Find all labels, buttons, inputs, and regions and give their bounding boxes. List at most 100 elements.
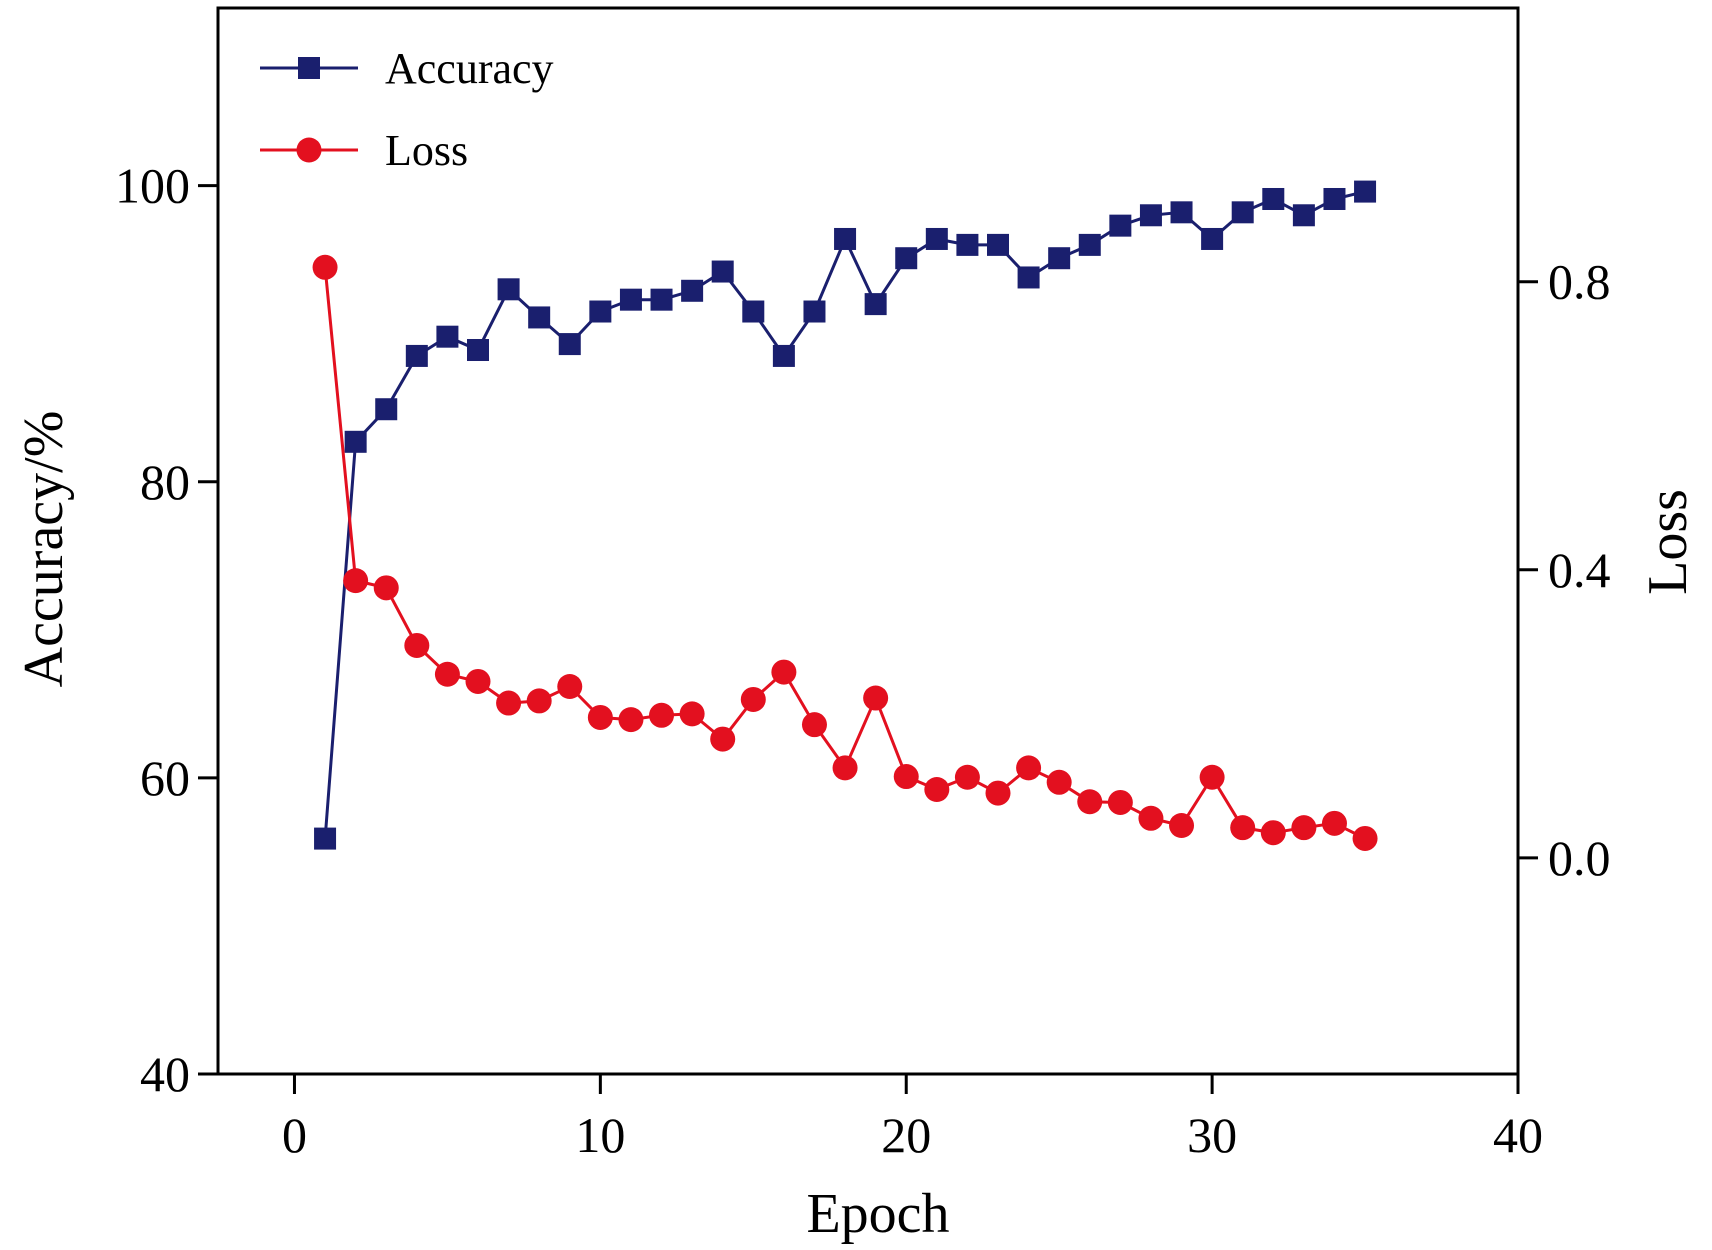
loss-point bbox=[1077, 789, 1103, 815]
loss-point bbox=[679, 701, 705, 727]
loss-point bbox=[1321, 810, 1347, 836]
accuracy-point bbox=[1170, 201, 1193, 224]
loss-point bbox=[954, 764, 980, 790]
accuracy-point bbox=[558, 333, 581, 356]
x-tick-label: 10 bbox=[575, 1107, 625, 1163]
axes: 0 10 20 30 40 40 60 80 100 0.0 0.4 0.8 bbox=[115, 158, 1611, 1163]
accuracy-point bbox=[895, 247, 918, 270]
legend-circle-marker bbox=[296, 137, 322, 163]
y-right-tick-label: 0.4 bbox=[1548, 542, 1611, 598]
y-left-tick-label: 40 bbox=[140, 1046, 190, 1102]
accuracy-point bbox=[1231, 201, 1254, 224]
accuracy-point bbox=[1017, 266, 1040, 289]
legend-item-loss: Loss bbox=[260, 126, 468, 175]
loss-point bbox=[1260, 820, 1286, 846]
loss-point bbox=[985, 780, 1011, 806]
accuracy-point bbox=[956, 233, 979, 256]
loss-point bbox=[1291, 815, 1317, 841]
loss-point bbox=[740, 686, 766, 712]
accuracy-point bbox=[834, 227, 857, 250]
legend-item-accuracy: Accuracy bbox=[260, 44, 554, 93]
accuracy-point bbox=[344, 430, 367, 453]
accuracy-point bbox=[405, 344, 428, 367]
loss-point bbox=[434, 661, 460, 687]
loss-point bbox=[526, 688, 552, 714]
accuracy-point bbox=[467, 339, 489, 362]
loss-point bbox=[404, 632, 430, 658]
loss-point bbox=[1016, 755, 1042, 781]
accuracy-point bbox=[1201, 227, 1224, 250]
accuracy-point bbox=[864, 293, 887, 316]
accuracy-point bbox=[1354, 180, 1377, 203]
loss-point bbox=[1352, 825, 1378, 851]
accuracy-line bbox=[323, 190, 1366, 839]
y-left-tick-label: 100 bbox=[115, 158, 190, 214]
accuracy-point bbox=[1139, 204, 1162, 227]
y-right-tick-label: 0.8 bbox=[1548, 254, 1611, 310]
accuracy-point bbox=[497, 278, 520, 301]
loss-point bbox=[1107, 789, 1133, 815]
loss-point bbox=[771, 659, 797, 685]
loss-point bbox=[312, 254, 338, 280]
x-axis-title: Epoch bbox=[806, 1183, 949, 1245]
accuracy-point bbox=[925, 227, 948, 250]
y-right-tick-label: 0.0 bbox=[1548, 830, 1611, 886]
legend-label: Accuracy bbox=[385, 44, 554, 93]
accuracy-point bbox=[772, 344, 795, 367]
loss-point bbox=[618, 707, 644, 733]
accuracy-point bbox=[528, 306, 551, 329]
loss-point bbox=[1169, 813, 1195, 839]
x-tick-label: 20 bbox=[881, 1107, 931, 1163]
accuracy-point bbox=[1078, 233, 1101, 256]
loss-point bbox=[373, 575, 399, 601]
series-loss bbox=[312, 254, 1378, 851]
series bbox=[312, 180, 1378, 851]
y-left-tick-label: 60 bbox=[140, 750, 190, 806]
x-tick-label: 0 bbox=[282, 1107, 307, 1163]
accuracy-point bbox=[1048, 247, 1071, 270]
y-left-tick-label: 80 bbox=[140, 454, 190, 510]
loss-point bbox=[832, 755, 858, 781]
loss-point bbox=[1046, 769, 1072, 795]
loss-point bbox=[1230, 815, 1256, 841]
accuracy-point bbox=[375, 398, 398, 421]
loss-point bbox=[863, 685, 889, 711]
loss-point bbox=[801, 712, 827, 738]
loss-point bbox=[465, 668, 491, 694]
accuracy-point bbox=[742, 300, 765, 323]
plot-frame bbox=[216, 6, 1520, 1076]
accuracy-point bbox=[1262, 187, 1285, 210]
accuracy-point bbox=[619, 288, 642, 311]
y-axis-right-title: Loss bbox=[1637, 489, 1699, 595]
series-accuracy bbox=[314, 180, 1377, 850]
loss-point bbox=[557, 673, 583, 699]
loss-point bbox=[924, 776, 950, 802]
loss-point bbox=[587, 704, 613, 730]
x-tick-label: 40 bbox=[1493, 1107, 1543, 1163]
x-tick-label: 30 bbox=[1187, 1107, 1237, 1163]
accuracy-point bbox=[589, 300, 612, 323]
loss-point bbox=[893, 764, 919, 790]
loss-point bbox=[343, 568, 369, 594]
loss-point bbox=[710, 726, 736, 752]
legend-square-marker bbox=[298, 57, 320, 79]
loss-point bbox=[1199, 764, 1225, 790]
accuracy-point bbox=[1292, 204, 1315, 227]
accuracy-point bbox=[803, 300, 826, 323]
accuracy-point bbox=[681, 279, 704, 302]
accuracy-point bbox=[436, 325, 459, 348]
accuracy-point bbox=[314, 827, 337, 850]
accuracy-point bbox=[1109, 214, 1132, 237]
legend: Accuracy Loss bbox=[260, 44, 554, 175]
plot-border bbox=[216, 6, 1520, 1076]
loss-point bbox=[1138, 805, 1164, 831]
accuracy-point bbox=[1323, 187, 1346, 210]
accuracy-point bbox=[711, 260, 734, 283]
legend-label: Loss bbox=[385, 126, 468, 175]
accuracy-point bbox=[650, 288, 673, 311]
loss-point bbox=[496, 690, 522, 716]
y-axis-left-title: Accuracy/% bbox=[13, 411, 75, 688]
accuracy-point bbox=[987, 233, 1009, 256]
loss-point bbox=[649, 702, 675, 728]
